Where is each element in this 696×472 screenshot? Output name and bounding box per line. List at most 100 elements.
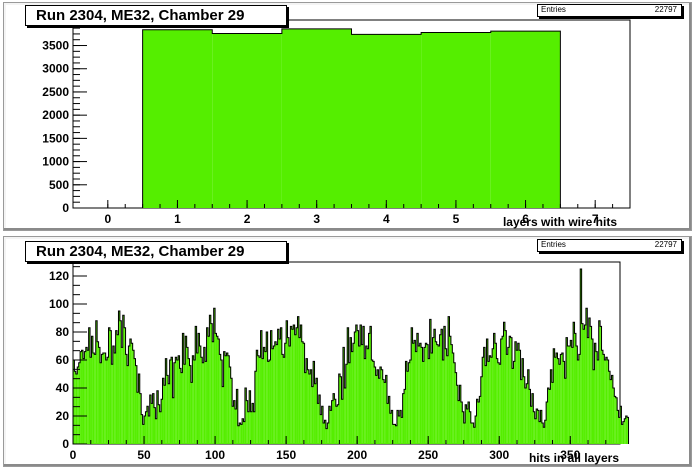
histogram-bin — [212, 341, 214, 444]
histogram-bin — [216, 336, 218, 444]
histogram-bin — [114, 353, 116, 444]
histogram-bin — [283, 357, 285, 444]
histogram-bin — [371, 360, 373, 444]
histogram-bin — [469, 411, 471, 444]
histogram-bin — [513, 361, 515, 444]
histogram-bin — [146, 406, 149, 444]
histogram-bin — [300, 325, 302, 444]
histogram-bin — [602, 354, 605, 444]
histogram-bin — [381, 369, 383, 444]
histogram-bin — [496, 358, 498, 444]
histogram-bin — [345, 364, 348, 444]
histogram-bin — [546, 402, 548, 444]
histogram-bin — [108, 327, 110, 444]
histogram-bin — [323, 423, 325, 444]
histogram-bin — [172, 397, 174, 444]
histogram-bin — [415, 351, 417, 444]
histogram-bin — [544, 420, 547, 444]
histogram-bin — [276, 344, 278, 444]
x-tick-label: 6 — [522, 212, 529, 226]
histogram-bin — [375, 375, 378, 444]
histogram-bin — [570, 340, 572, 444]
histogram-bin — [202, 362, 204, 444]
histogram-bin — [551, 382, 554, 444]
histogram-bin — [494, 343, 497, 444]
histogram-bin — [396, 410, 399, 444]
histogram-bin — [261, 358, 264, 444]
histogram-bin — [333, 393, 335, 444]
histogram-bin — [473, 427, 476, 444]
histogram-bin — [485, 365, 487, 444]
histogram-bin — [462, 411, 464, 444]
histogram-bin — [149, 395, 152, 444]
x-tick-label: 7 — [592, 212, 599, 226]
x-tick-label: 3 — [313, 212, 320, 226]
histogram-bin — [142, 424, 145, 444]
histogram-bin — [527, 369, 530, 444]
histogram-bin — [80, 351, 82, 444]
histogram-bin — [611, 375, 613, 444]
histogram-bin — [598, 320, 601, 444]
histogram-bin — [222, 386, 224, 444]
histogram-bin — [617, 410, 619, 444]
histogram-bin — [227, 355, 230, 444]
histogram-bin — [128, 346, 130, 444]
histogram-bin — [578, 354, 581, 444]
histogram-bin — [215, 333, 217, 444]
histogram-bin — [179, 368, 181, 444]
histogram-bin — [421, 347, 423, 444]
histogram-bin — [620, 406, 622, 444]
histogram-bin — [480, 376, 483, 444]
histogram-bin — [192, 355, 194, 444]
histogram-bin — [141, 414, 143, 444]
histogram-bin — [517, 343, 520, 444]
histogram-bin — [537, 410, 540, 444]
histogram-bin — [277, 329, 280, 444]
histogram-bin — [395, 425, 397, 444]
histogram-bin — [183, 364, 186, 444]
stats-box: Entries 22797 — [537, 239, 682, 252]
histogram-bin — [121, 347, 123, 444]
histogram-bin — [499, 364, 501, 444]
histogram-bin — [378, 378, 380, 444]
x-tick-label: 0 — [104, 212, 111, 226]
histogram-bin — [151, 403, 153, 444]
histogram-bin — [252, 403, 254, 444]
histogram-bin — [207, 336, 210, 444]
histogram-bin — [541, 423, 544, 444]
histogram-bin — [240, 424, 243, 444]
histogram-bin — [212, 33, 282, 208]
histogram-bin — [94, 354, 96, 444]
histogram-bin — [161, 399, 163, 444]
histogram-bin — [220, 360, 223, 444]
histogram-bin — [117, 334, 119, 444]
histogram-bin — [337, 404, 339, 444]
histogram-bin — [77, 367, 79, 444]
histogram-bin — [198, 333, 200, 444]
histogram-bin — [550, 369, 552, 444]
histogram-bin — [521, 358, 524, 444]
histogram-bin — [452, 353, 454, 444]
histogram-bin — [564, 378, 567, 444]
histogram-bin — [111, 364, 113, 444]
x-tick-label: 5 — [453, 212, 460, 226]
histogram-bin — [112, 346, 115, 444]
histogram-bin — [308, 374, 311, 444]
histogram-bin — [477, 402, 480, 444]
histogram-bin — [115, 330, 118, 444]
histogram-bin — [148, 416, 150, 444]
histogram-bin — [256, 350, 258, 444]
histogram-bin — [81, 350, 83, 444]
x-tick-label: 300 — [489, 448, 509, 462]
histogram-bin — [419, 343, 422, 444]
histogram-bin — [104, 353, 106, 444]
stats-label: Entries — [541, 240, 566, 249]
histogram-bin — [384, 382, 386, 444]
histogram-bin — [284, 343, 287, 444]
histogram-bin — [92, 353, 95, 444]
histogram-bin — [458, 400, 460, 444]
histogram-bin — [225, 355, 227, 444]
histogram-bin — [389, 413, 392, 444]
histogram-bin — [88, 327, 91, 444]
